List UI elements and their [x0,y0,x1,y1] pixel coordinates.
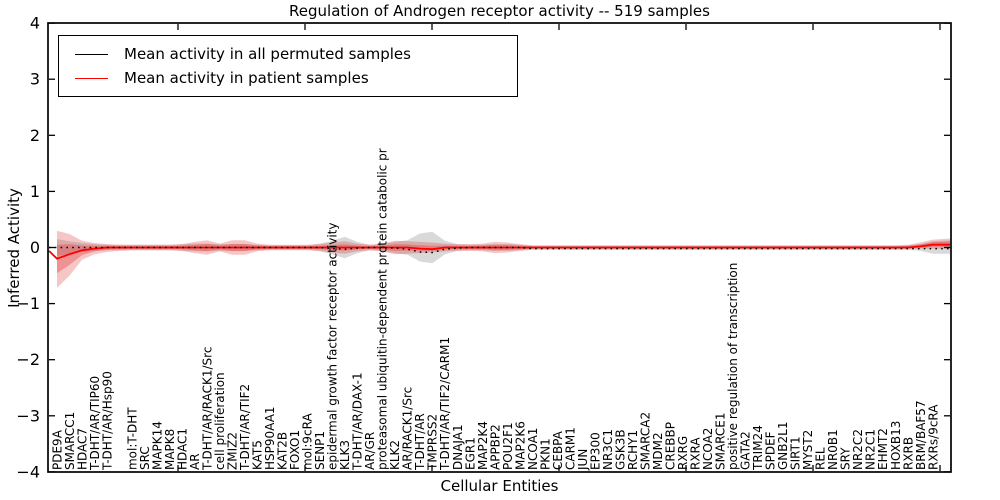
x-tick-label: GSK3B [613,429,627,470]
x-tick-label: TRIM24 [751,425,765,471]
x-tick-label: EP300 [588,432,602,470]
x-tick-label: DNAJA1 [451,424,465,470]
y-tick-label: −3 [16,406,40,425]
x-tick-label: MAP2K4 [476,421,490,470]
x-tick-label: SMARCA2 [639,412,653,470]
x-tick-label: NR2C2 [851,429,865,470]
x-tick-label: T-DHT/AR [413,413,427,471]
x-tick-label: T-DHT/AR/DAX-1 [351,372,365,471]
x-tick-label: EHMT2 [876,428,890,470]
x-tick-label: RXRG [676,436,690,470]
x-tick-label: SIRT1 [789,436,803,470]
x-tick-label: T-DHT/AR/Hsp90 [100,371,114,471]
x-tick-label: RCHY1 [626,430,640,470]
y-tick-label: 2 [30,126,40,145]
y-tick-label: 0 [30,238,40,257]
x-tick-label: RXRA [689,437,703,470]
x-tick-label: positive regulation of transcription [726,263,740,470]
x-tick-label: HDAC1 [175,428,189,470]
x-tick-label: CEBPA [551,430,565,470]
permuted-line-swatch [75,53,108,55]
x-tick-label: KAT5 [251,440,265,470]
y-tick-label: −2 [16,350,40,369]
x-tick-label: MYST2 [801,430,815,470]
x-tick-label: KLK2 [388,440,402,470]
x-tick-label: HOXB13 [889,421,903,470]
x-tick-label: FOXO1 [288,430,302,470]
x-tick-label: AR/RACK1/Src [401,387,415,470]
x-tick-label: T-DHT/AR/TIP60 [88,376,102,471]
y-tick-label: −4 [16,462,40,481]
x-tick-label: CARM1 [563,427,577,470]
legend-label-patient: Mean activity in patient samples [124,69,369,87]
x-tick-label: GNB2L1 [776,422,790,470]
x-tick-label: MAPK14 [150,421,164,470]
x-tick-label: SMARCC1 [63,412,77,470]
x-tick-label: KLK3 [338,440,352,470]
x-tick-label: proteasomal ubiquitin-dependent protein … [376,148,390,470]
x-tick-label: TMPRSS2 [426,414,440,471]
x-tick-label: T-DHT/AR/RACK1/Src [201,347,215,471]
y-axis-title: Inferred Activity [5,188,23,308]
x-tick-label: MDM2 [651,432,665,470]
y-tick-label: 4 [30,14,40,33]
x-tick-label: BRM/BAF57 [914,400,928,470]
x-tick-label: SRY [839,447,853,470]
x-tick-label: mol:T-DHT [125,407,139,470]
x-tick-label: mol:9cRA [301,413,315,470]
x-tick-label: cell proliferation [213,372,227,470]
x-tick-label: SPDEF [764,431,778,470]
x-tick-label: SENP1 [313,431,327,470]
x-tick-label: NR0B1 [826,429,840,470]
plot-border [47,22,952,473]
x-tick-label: MAP2K6 [513,421,527,470]
x-tick-label: SRC [138,446,152,470]
x-tick-label: CREBBP [664,422,678,470]
x-tick-label: PDE9A [50,429,64,470]
x-tick-label: MAPK8 [163,429,177,470]
x-tick-label: NCOA1 [526,428,540,470]
x-axis-title: Cellular Entities [440,477,559,495]
y-tick-label: 1 [30,182,40,201]
chart-title: Regulation of Androgen receptor activity… [289,2,710,20]
patient-spread-band [57,230,950,288]
x-tick-label: HSP90AA1 [263,406,277,470]
x-tick-label: SMARCE1 [714,412,728,470]
x-tick-label: T-DHT/AR/TIF2 [238,384,252,471]
permuted-mean-line [49,246,950,254]
x-tick-label: GATA2 [739,431,753,470]
x-tick-label: ZMIZ2 [226,432,240,470]
x-tick-label: EGR1 [463,437,477,470]
x-tick-label: APPBP2 [488,424,502,470]
x-tick-label: AR [188,453,202,470]
x-tick-label: RXRB [901,437,915,470]
x-tick-label: PKN1 [538,438,552,470]
legend-item-patient: Mean activity in patient samples [75,69,507,87]
patient-line-swatch [75,77,108,79]
x-tick-label: AR/GR [363,432,377,470]
legend-item-permuted: Mean activity in all permuted samples [75,45,507,63]
x-tick-label: JUN [576,449,590,471]
legend: Mean activity in all permuted samples Me… [58,35,518,97]
x-tick-label: T-DHT/AR/TIF2/CARM1 [438,337,452,471]
x-tick-label: KAT2B [276,432,290,470]
x-tick-label: REL [814,447,828,470]
y-tick-label: −1 [16,294,40,313]
x-tick-label: HDAC7 [75,428,89,470]
y-tick-label: 3 [30,70,40,89]
legend-label-permuted: Mean activity in all permuted samples [124,45,411,63]
x-tick-label: NR2C1 [864,429,878,470]
x-tick-label: NR3C1 [601,429,615,470]
x-tick-label: epidermal growth factor receptor activit… [326,223,340,470]
x-tick-label: NCOA2 [701,428,715,470]
x-tick-label: POU2F1 [501,422,515,470]
x-tick-label: RXRs/9cRA [926,404,940,470]
